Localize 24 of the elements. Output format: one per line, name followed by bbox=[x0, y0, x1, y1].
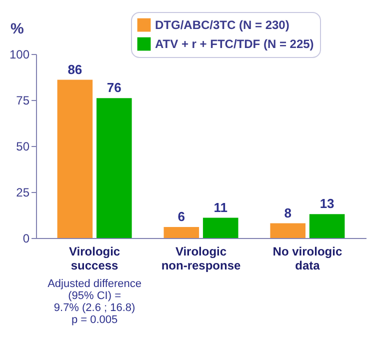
bar bbox=[202, 218, 238, 238]
data-label: 13 bbox=[320, 196, 334, 212]
text: Adjusted difference (95% CI) = 9.7% (2.6 ; 16.8) p = 0.005 bbox=[48, 278, 142, 326]
data-label: 8 bbox=[284, 205, 292, 220]
data-label: 6 bbox=[178, 208, 186, 224]
y-tick-label: 100 bbox=[9, 48, 30, 62]
bar bbox=[164, 226, 200, 238]
y-tick-label: 75 bbox=[16, 94, 30, 108]
bar bbox=[309, 214, 345, 238]
x-tick-label: No virologic data bbox=[272, 244, 342, 272]
bar bbox=[270, 223, 306, 238]
x-tick-label: Virologic success bbox=[68, 244, 120, 272]
legend-label: ATV + r + FTC/TDF (N = 225) bbox=[155, 37, 314, 51]
bar bbox=[57, 80, 93, 238]
x-tick-label: Virologic non-response bbox=[161, 244, 241, 272]
data-label: 11 bbox=[214, 200, 228, 215]
legend-label: DTG/ABC/3TC (N = 230) bbox=[155, 18, 290, 32]
y-tick-label: 0 bbox=[22, 232, 30, 246]
y-axis-title: % bbox=[10, 20, 24, 38]
data-label: 76 bbox=[106, 80, 122, 96]
y-tick-label: 25 bbox=[16, 186, 30, 200]
bar bbox=[96, 98, 132, 238]
data-label: 86 bbox=[68, 62, 82, 77]
y-tick-label: 50 bbox=[16, 140, 30, 154]
